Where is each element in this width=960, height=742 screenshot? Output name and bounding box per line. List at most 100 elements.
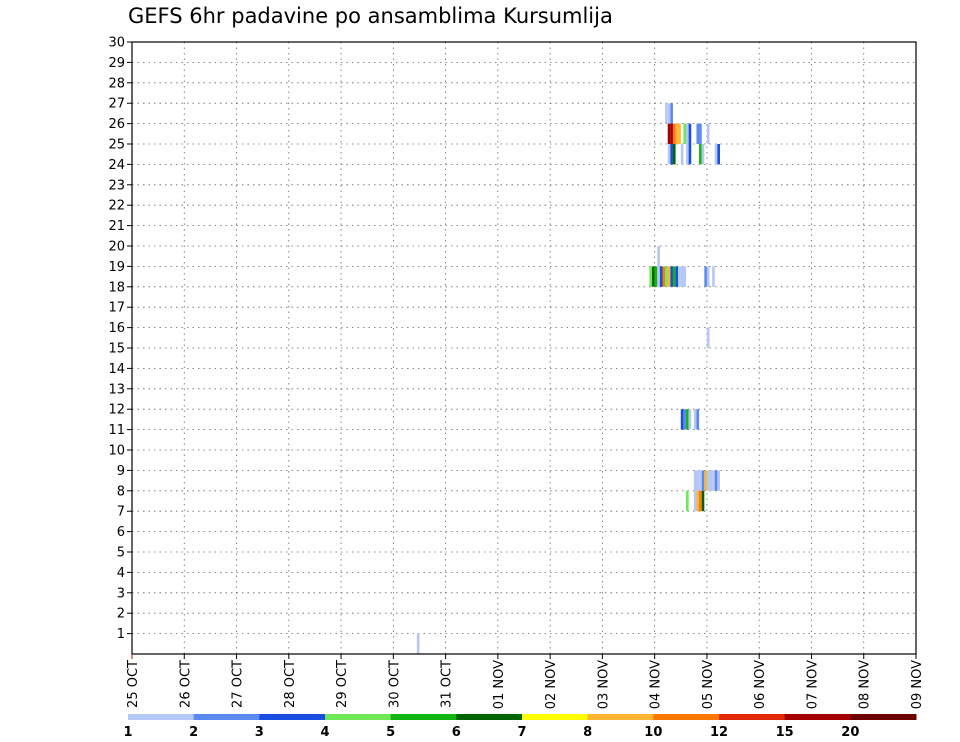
y-tick-label: 25 bbox=[108, 138, 125, 153]
precip-cell bbox=[704, 266, 707, 287]
legend-label: 8 bbox=[583, 725, 592, 740]
x-tick-label: 07 NOV bbox=[805, 660, 820, 709]
legend-swatch bbox=[587, 714, 654, 720]
y-tick-label: 18 bbox=[108, 280, 125, 295]
precip-cell bbox=[670, 266, 673, 287]
precip-cell bbox=[654, 266, 658, 287]
precip-cell bbox=[686, 144, 689, 165]
y-tick-label: 22 bbox=[108, 199, 125, 214]
legend-swatch bbox=[128, 714, 195, 720]
precip-cell bbox=[699, 144, 702, 165]
y-tick-label: 19 bbox=[108, 260, 125, 275]
legend-label: 6 bbox=[452, 725, 461, 740]
legend-label: 1 bbox=[123, 725, 132, 740]
x-tick-label: 26 OCT bbox=[178, 660, 193, 708]
precip-cell bbox=[683, 409, 687, 430]
legend-label: 12 bbox=[710, 725, 728, 740]
y-tick-label: 16 bbox=[108, 321, 125, 336]
y-tick-label: 13 bbox=[108, 382, 125, 397]
precip-cell bbox=[696, 409, 700, 430]
y-tick-label: 26 bbox=[108, 117, 125, 132]
y-tick-label: 20 bbox=[108, 240, 125, 255]
y-tick-label: 15 bbox=[108, 342, 125, 357]
legend-swatch bbox=[456, 714, 523, 720]
x-tick-label: 08 NOV bbox=[858, 660, 873, 709]
x-tick-label: 31 OCT bbox=[440, 660, 455, 708]
precip-cell bbox=[657, 246, 660, 267]
y-tick-label: 5 bbox=[117, 546, 125, 561]
legend-swatch bbox=[522, 714, 589, 720]
precip-cell bbox=[680, 409, 684, 430]
x-tick-label: 30 OCT bbox=[387, 660, 402, 708]
y-tick-label: 29 bbox=[108, 56, 125, 71]
precip-cell bbox=[714, 144, 718, 165]
precip-cell bbox=[675, 123, 679, 144]
y-tick-label: 23 bbox=[108, 178, 125, 193]
y-tick-label: 17 bbox=[108, 301, 125, 316]
x-tick-label: 04 NOV bbox=[649, 660, 664, 709]
chart-title: GEFS 6hr padavine po ansamblima Kursumli… bbox=[128, 4, 613, 28]
precip-cell bbox=[683, 266, 687, 287]
precip-cell bbox=[678, 123, 681, 144]
precip-cell bbox=[693, 490, 697, 512]
legend-swatch bbox=[784, 714, 851, 720]
precip-cell bbox=[701, 490, 705, 512]
precip-cell bbox=[675, 266, 679, 287]
precip-cell bbox=[688, 144, 692, 165]
y-tick-label: 28 bbox=[108, 76, 125, 91]
y-tick-label: 12 bbox=[108, 403, 125, 418]
legend-swatch bbox=[653, 714, 720, 720]
y-tick-label: 27 bbox=[108, 97, 125, 112]
legend-swatch bbox=[259, 714, 326, 720]
x-tick-label: 29 OCT bbox=[335, 660, 350, 708]
precip-cell bbox=[680, 144, 684, 165]
precip-cell bbox=[693, 470, 697, 491]
precip-cell bbox=[665, 266, 668, 287]
x-tick-label: 05 NOV bbox=[701, 660, 716, 709]
y-tick-label: 3 bbox=[117, 586, 125, 601]
precip-cell bbox=[699, 490, 702, 512]
legend-label: 4 bbox=[320, 725, 329, 740]
precip-cell bbox=[670, 144, 673, 165]
y-tick-label: 11 bbox=[108, 423, 125, 438]
precip-cell bbox=[706, 123, 710, 144]
precip-cell bbox=[667, 266, 671, 287]
precip-cell bbox=[717, 144, 720, 165]
x-tick-label: 27 OCT bbox=[231, 660, 246, 708]
precip-cell bbox=[701, 144, 705, 165]
y-tick-label: 9 bbox=[117, 464, 125, 479]
precip-cell bbox=[704, 470, 707, 491]
precip-cell bbox=[699, 470, 702, 491]
precip-cell bbox=[712, 470, 715, 491]
y-tick-label: 4 bbox=[117, 566, 125, 581]
y-tick-label: 24 bbox=[108, 158, 125, 173]
y-tick-label: 8 bbox=[117, 484, 125, 499]
legend-label: 7 bbox=[517, 725, 526, 740]
y-tick-label: 10 bbox=[108, 444, 125, 459]
precip-cell bbox=[688, 123, 692, 144]
legend-label: 5 bbox=[386, 725, 395, 740]
y-tick-label: 2 bbox=[117, 607, 125, 622]
y-tick-label: 14 bbox=[108, 362, 125, 377]
precip-cell bbox=[678, 266, 681, 287]
precip-cell bbox=[680, 266, 684, 287]
x-tick-label: 28 OCT bbox=[283, 660, 298, 708]
precip-cell bbox=[696, 123, 700, 144]
precip-cell bbox=[699, 123, 702, 144]
x-tick-label: 02 NOV bbox=[544, 660, 559, 709]
legend-swatch bbox=[325, 714, 392, 720]
precip-cell bbox=[670, 123, 673, 144]
precip-cell bbox=[652, 266, 655, 287]
precip-cell bbox=[662, 266, 666, 287]
precip-cell bbox=[672, 123, 676, 144]
y-tick-label: 30 bbox=[108, 36, 125, 51]
y-tick-label: 7 bbox=[117, 505, 125, 520]
x-tick-label: 01 NOV bbox=[492, 660, 507, 709]
legend-swatch bbox=[390, 714, 457, 720]
precip-cell bbox=[706, 266, 710, 287]
precip-cell bbox=[688, 409, 692, 430]
legend-label: 2 bbox=[189, 725, 198, 740]
precip-cell bbox=[683, 123, 687, 144]
precip-cell bbox=[706, 470, 710, 491]
precip-cell bbox=[706, 327, 710, 348]
